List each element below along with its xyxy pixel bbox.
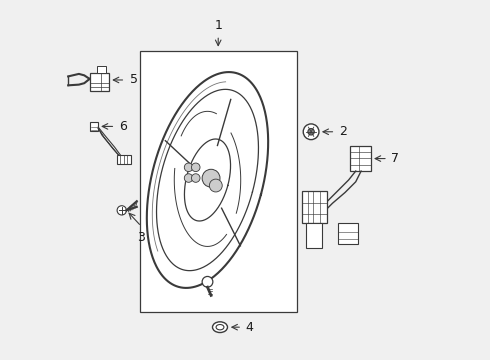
Text: 1: 1 <box>214 19 222 32</box>
Text: 5: 5 <box>130 73 138 86</box>
Circle shape <box>209 179 222 192</box>
Circle shape <box>192 163 200 172</box>
Bar <box>140 51 297 312</box>
Ellipse shape <box>216 324 224 330</box>
Circle shape <box>192 174 200 182</box>
Bar <box>302 191 327 223</box>
Circle shape <box>308 129 314 135</box>
Bar <box>350 146 371 171</box>
Text: 2: 2 <box>339 125 347 138</box>
Circle shape <box>202 169 220 187</box>
Circle shape <box>184 174 193 182</box>
Ellipse shape <box>213 322 227 333</box>
Circle shape <box>184 163 193 172</box>
Bar <box>97 66 106 73</box>
Text: 4: 4 <box>245 321 254 334</box>
Text: 3: 3 <box>138 231 146 244</box>
Text: 7: 7 <box>392 152 399 165</box>
Circle shape <box>303 124 319 140</box>
Bar <box>306 223 322 248</box>
Bar <box>90 122 98 131</box>
Circle shape <box>202 276 213 287</box>
Text: 6: 6 <box>119 120 127 133</box>
Bar <box>90 73 109 91</box>
Bar <box>338 223 358 244</box>
Bar <box>118 155 131 164</box>
Circle shape <box>117 206 126 215</box>
